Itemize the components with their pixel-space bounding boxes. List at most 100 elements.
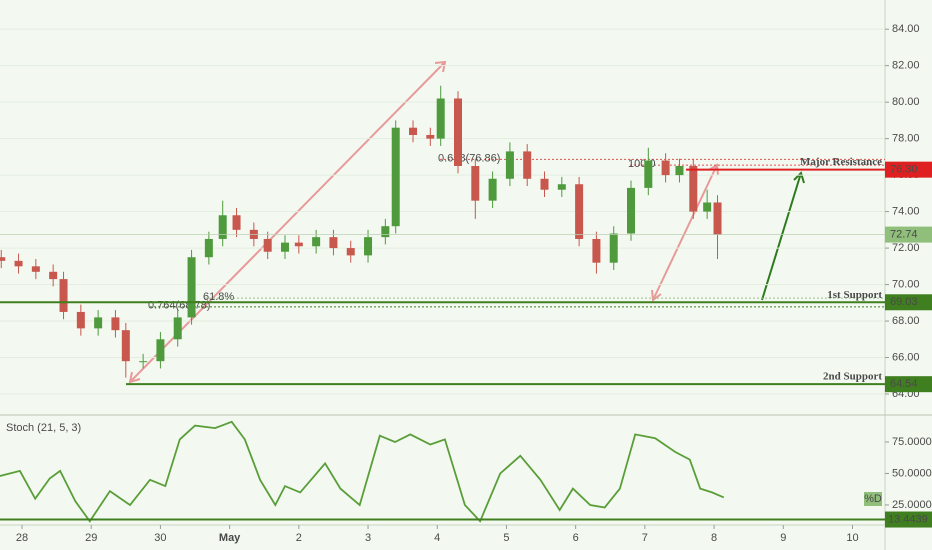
- x-tick-label: 6: [573, 532, 579, 544]
- candle-body: [703, 202, 712, 212]
- candle-body: [381, 226, 390, 238]
- projection-arrow: [761, 171, 805, 301]
- x-tick-label: 28: [16, 532, 28, 544]
- candle-body: [59, 279, 68, 312]
- x-tick-label: 8: [711, 532, 717, 544]
- fib-label: 0.618(76.86): [438, 152, 500, 164]
- candle-body: [139, 361, 148, 363]
- candle-body: [391, 127, 400, 227]
- candle-body: [312, 237, 321, 247]
- stoch-tick-label: 75.0000: [892, 436, 932, 448]
- arrow-head: [651, 289, 662, 302]
- level-box: [885, 294, 932, 311]
- candle-body: [471, 166, 480, 201]
- stoch-level-box: [885, 511, 932, 528]
- level-name: 1st Support: [827, 289, 882, 301]
- indicator-title: Stoch (21, 5, 3): [6, 422, 81, 434]
- x-tick-label: 10: [846, 532, 858, 544]
- candle-body: [575, 184, 584, 239]
- last-price-label: 72.74: [890, 228, 918, 240]
- candle-body: [436, 98, 445, 139]
- candle-body: [0, 257, 6, 261]
- x-tick-label: 9: [780, 532, 786, 544]
- candle-body: [409, 127, 418, 135]
- arrow-head: [434, 60, 447, 73]
- x-tick-label: 4: [434, 532, 440, 544]
- y-tick-label: 66.00: [892, 351, 920, 363]
- x-tick-label: 5: [503, 532, 509, 544]
- arrow-head: [708, 163, 719, 176]
- x-tick-label: 2: [296, 532, 302, 544]
- candle-body: [713, 202, 722, 235]
- level-name: Major Resistance: [800, 156, 882, 168]
- candle-body: [187, 257, 196, 318]
- candle-body: [204, 238, 213, 258]
- stoch-legend-box: [864, 492, 882, 506]
- level-label: 76.30: [890, 164, 918, 176]
- y-tick-label: 78.00: [892, 133, 920, 145]
- candle-body: [609, 233, 618, 263]
- candle-body: [661, 160, 670, 176]
- stoch-legend: %D: [864, 493, 882, 505]
- candle-body: [156, 339, 165, 362]
- candle-body: [294, 242, 303, 247]
- level-name: 2nd Support: [823, 371, 882, 383]
- fib-label: 61.8%: [203, 291, 234, 303]
- trend-arrows: [128, 60, 719, 384]
- candle-body: [540, 178, 549, 190]
- candle-body: [121, 330, 130, 362]
- candle-body: [523, 151, 532, 179]
- candle-body: [454, 98, 463, 166]
- y-tick-label: 80.00: [892, 96, 920, 108]
- y-tick-label: 84.00: [892, 23, 920, 35]
- candle-body: [173, 317, 182, 340]
- arrow: [652, 164, 718, 301]
- candle-body: [488, 178, 497, 201]
- candle-body: [364, 237, 373, 256]
- candle-body: [232, 215, 241, 230]
- level-label: 69.03: [890, 296, 918, 308]
- stoch-tick-label: 50.0000: [892, 467, 932, 479]
- candle-body: [263, 238, 272, 252]
- y-tick-label: 68.00: [892, 315, 920, 327]
- x-tick-label: 29: [85, 532, 97, 544]
- candle-body: [592, 238, 601, 263]
- candle-body: [689, 166, 698, 212]
- level-box: [885, 376, 932, 393]
- level-box: [885, 161, 932, 178]
- arrow: [129, 61, 446, 383]
- stoch-tick-label: 25.0000: [892, 499, 932, 511]
- arrow-head: [793, 171, 805, 184]
- x-tick-label: 30: [154, 532, 166, 544]
- candle-body: [280, 242, 289, 252]
- y-tick-label: 70.00: [892, 278, 920, 290]
- candle-body: [557, 184, 566, 190]
- stoch-line: [0, 420, 725, 523]
- candle-body: [76, 311, 85, 329]
- price-axis-bg: [885, 0, 932, 550]
- candle-body: [426, 134, 435, 139]
- candle-body: [49, 271, 58, 280]
- x-tick-label: May: [219, 532, 241, 544]
- y-tick-label: 82.00: [892, 60, 920, 72]
- arrow: [761, 172, 802, 301]
- candle-body: [346, 248, 355, 256]
- candle-body: [14, 260, 23, 267]
- candle-body: [218, 215, 227, 239]
- stoch-level-label: 13.4439: [888, 513, 928, 525]
- y-tick-label: 72.00: [892, 242, 920, 254]
- candle-body: [627, 187, 636, 234]
- candle-body: [94, 317, 103, 329]
- level-label: 64.54: [890, 378, 918, 390]
- candle-body: [505, 151, 514, 179]
- arrow-head: [128, 371, 141, 384]
- x-tick-label: 3: [365, 532, 371, 544]
- candle-body: [111, 317, 120, 331]
- x-tick-label: 7: [642, 532, 648, 544]
- candle-body: [675, 166, 684, 176]
- candle-body: [644, 160, 653, 188]
- candle-body: [329, 237, 338, 249]
- y-tick-label: 74.00: [892, 206, 920, 218]
